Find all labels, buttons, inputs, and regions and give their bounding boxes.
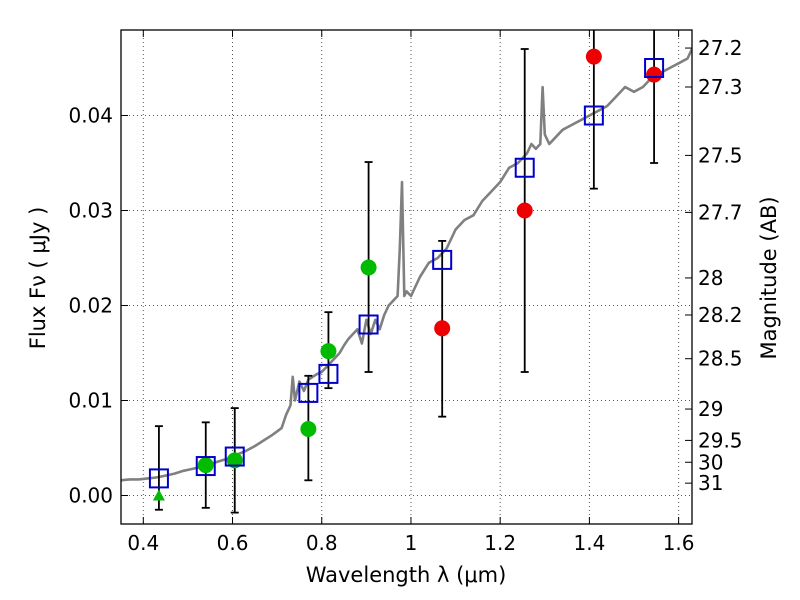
green-data-point — [300, 421, 317, 437]
y-tick-label: 0.00 — [68, 484, 113, 508]
y2-tick-label: 28.5 — [698, 347, 743, 371]
green-data-point — [226, 452, 243, 469]
model-photometry-square — [318, 363, 339, 384]
y-tick-label: 0.02 — [68, 294, 113, 318]
tick-labels: 0.4 0.6 0.8 1 1.2 1.4 1.6 0.00 0.01 0.02 0.03 0.04 2… — [68, 36, 742, 555]
spectrum-layer — [121, 48, 692, 482]
y-tick-label: 0.04 — [68, 104, 113, 128]
ticks — [121, 30, 692, 524]
y2-tick-label: 27.7 — [698, 200, 743, 224]
y2-tick-label: 28 — [698, 266, 723, 290]
model-photometry-square — [432, 249, 453, 270]
upper-limit-triangle — [152, 489, 165, 501]
model-photometry-square — [514, 157, 535, 178]
green-data-point — [320, 343, 337, 360]
x-tick-label: 0.4 — [127, 531, 159, 555]
red-data-point — [434, 320, 451, 337]
model-photometry-square — [148, 468, 169, 489]
y2-axis-title: Magnitude (AB) — [757, 196, 781, 359]
red-data-point — [646, 66, 663, 83]
y2-tick-label: 29 — [698, 397, 723, 421]
x-tick-label: 1 — [405, 531, 418, 555]
model-photometry-square — [644, 58, 665, 78]
y2-tick-label: 30 — [698, 450, 723, 474]
y-tick-label: 0.03 — [68, 199, 113, 223]
y2-tick-label: 31 — [698, 471, 723, 495]
red-data-point — [516, 202, 533, 219]
model-photometry-square — [583, 105, 604, 126]
model-photometry-square — [298, 382, 319, 403]
x-tick-label: 1.6 — [663, 531, 695, 555]
x-tick-label: 0.6 — [217, 531, 249, 555]
y-axis-title: Flux Fν ( μJy ) — [26, 207, 50, 350]
y2-tick-label: 29.5 — [698, 428, 743, 452]
y-tick-label: 0.01 — [68, 389, 113, 413]
y2-tick-label: 27.3 — [698, 75, 743, 99]
green-data-point — [360, 259, 377, 276]
y2-tick-label: 28.2 — [698, 303, 743, 327]
model-photometry-square — [195, 456, 216, 477]
green-data-point — [197, 457, 214, 474]
y2-tick-label: 27.2 — [698, 36, 743, 60]
y2-tick-label: 27.5 — [698, 143, 743, 167]
x-axis-title: Wavelength λ (μm) — [306, 563, 507, 587]
x-tick-label: 1.4 — [573, 531, 605, 555]
model-photometry-square — [224, 446, 245, 467]
plot-frame — [120, 29, 693, 525]
spectrum-line — [121, 48, 692, 482]
model-photometry-square — [358, 314, 379, 335]
error-bars — [154, 30, 659, 514]
x-tick-label: 0.8 — [306, 531, 338, 555]
markers — [148, 48, 665, 501]
x-tick-label: 1.2 — [484, 531, 516, 555]
red-data-point — [585, 48, 602, 65]
